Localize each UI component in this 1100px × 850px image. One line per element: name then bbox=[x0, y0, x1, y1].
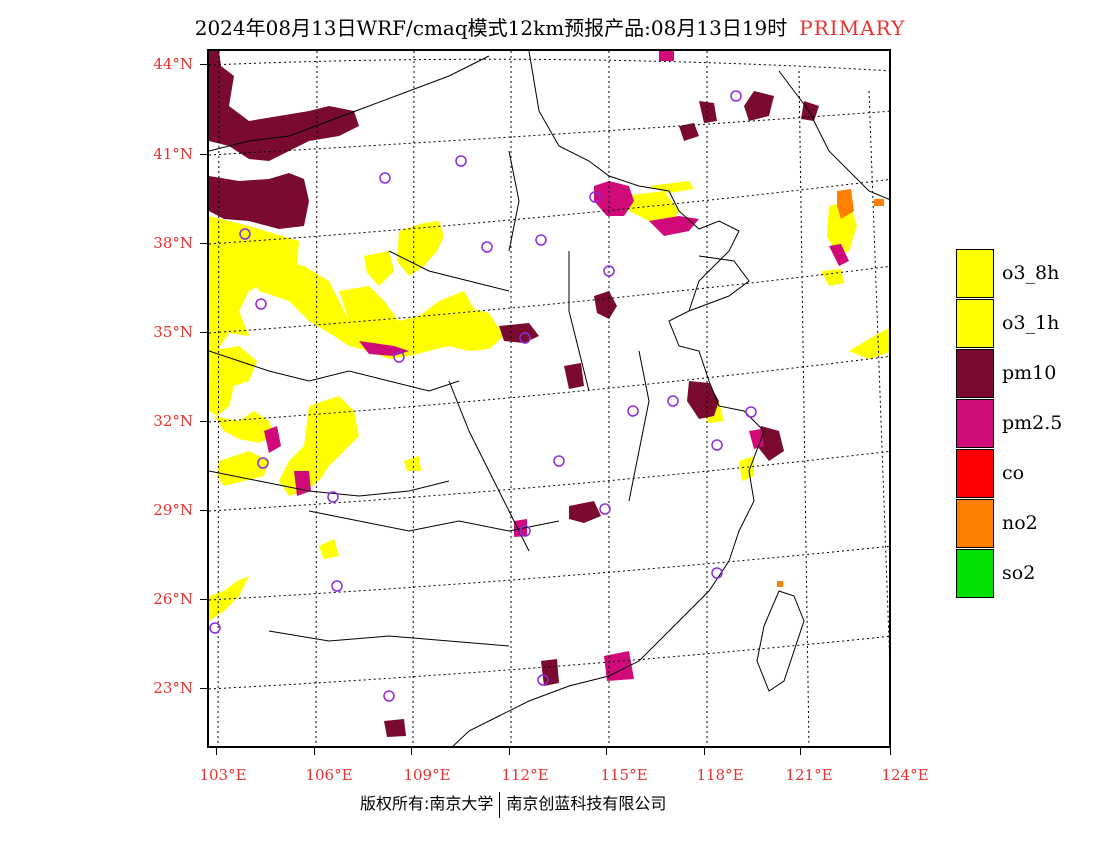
x-tick bbox=[606, 748, 607, 755]
lon-label-121: 121°E bbox=[785, 766, 833, 784]
title-main: 2024年08月13日WRF/cmaq模式12km预报产品:08月13日19时 bbox=[194, 16, 788, 40]
ozone-layer bbox=[209, 181, 889, 621]
x-tick bbox=[216, 748, 217, 755]
lon-label-118: 118°E bbox=[696, 766, 744, 784]
lon-label-103: 103°E bbox=[199, 766, 247, 784]
legend-swatch bbox=[956, 449, 994, 498]
coastline bbox=[209, 51, 889, 746]
y-tick bbox=[200, 421, 207, 422]
lon-label-115: 115°E bbox=[600, 766, 648, 784]
y-tick bbox=[200, 154, 207, 155]
x-tick bbox=[509, 748, 510, 755]
lon-label-106: 106°E bbox=[305, 766, 353, 784]
station-markers bbox=[209, 90, 757, 702]
x-tick bbox=[411, 748, 412, 755]
x-tick bbox=[704, 748, 705, 755]
lat-label-26: 26°N bbox=[153, 590, 193, 608]
y-tick bbox=[200, 332, 207, 333]
legend-label: co bbox=[1002, 462, 1025, 484]
pm25-layer bbox=[264, 51, 849, 681]
footer-divider bbox=[499, 791, 501, 818]
legend-swatch bbox=[956, 249, 994, 298]
lon-label-112: 112°E bbox=[501, 766, 549, 784]
lon-label-109: 109°E bbox=[403, 766, 451, 784]
legend-swatch bbox=[956, 349, 994, 398]
footer-right: 南京创蓝科技有限公司 bbox=[506, 794, 667, 813]
lon-label-124: 124°E bbox=[881, 766, 929, 784]
chart-title: 2024年08月13日WRF/cmaq模式12km预报产品:08月13日19时 P… bbox=[0, 12, 1100, 41]
map-area bbox=[207, 49, 891, 748]
lat-label-32: 32°N bbox=[153, 412, 193, 430]
legend-swatch bbox=[956, 399, 994, 448]
legend-label: pm2.5 bbox=[1002, 412, 1063, 434]
legend-label: pm10 bbox=[1002, 362, 1057, 384]
footer-left: 版权所有:南京大学 bbox=[360, 794, 494, 813]
lat-label-35: 35°N bbox=[153, 323, 193, 341]
legend-label: o3_1h bbox=[1002, 312, 1060, 334]
legend-swatch bbox=[956, 549, 994, 598]
x-tick bbox=[890, 748, 891, 755]
x-tick bbox=[314, 748, 315, 755]
y-tick bbox=[200, 599, 207, 600]
y-tick bbox=[200, 64, 207, 65]
legend-label: no2 bbox=[1002, 512, 1038, 534]
legend-label: so2 bbox=[1002, 562, 1036, 584]
lat-label-29: 29°N bbox=[153, 501, 193, 519]
lat-label-41: 41°N bbox=[153, 145, 193, 163]
legend-swatch bbox=[956, 299, 994, 348]
x-tick bbox=[800, 748, 801, 755]
title-tag: PRIMARY bbox=[799, 16, 906, 40]
y-tick bbox=[200, 510, 207, 511]
y-tick bbox=[200, 688, 207, 689]
y-tick bbox=[200, 243, 207, 244]
pm10-layer bbox=[209, 51, 819, 737]
legend-swatch bbox=[956, 499, 994, 548]
no2-layer bbox=[777, 189, 884, 587]
copyright-footer: 版权所有:南京大学 南京创蓝科技有限公司 bbox=[360, 790, 666, 818]
graticule bbox=[209, 51, 889, 746]
lat-label-38: 38°N bbox=[153, 234, 193, 252]
lat-label-23: 23°N bbox=[153, 679, 193, 697]
forecast-map bbox=[209, 51, 889, 746]
lat-label-44: 44°N bbox=[153, 55, 193, 73]
legend-label: o3_8h bbox=[1002, 262, 1060, 284]
